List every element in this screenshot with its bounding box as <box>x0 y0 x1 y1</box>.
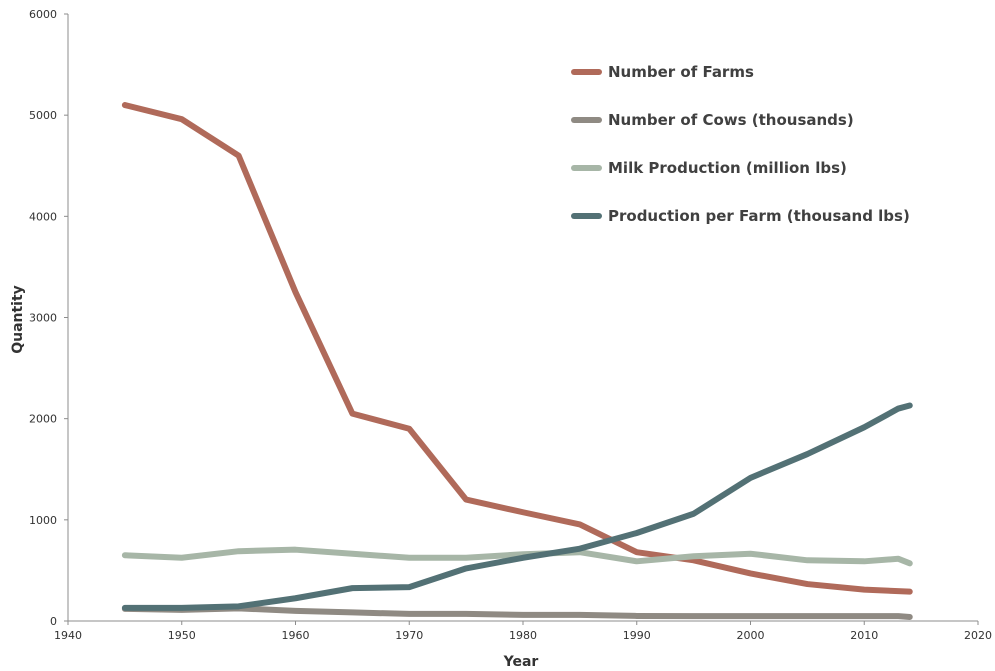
x-tick-label: 1990 <box>623 629 651 642</box>
y-tick-label: 6000 <box>29 8 57 21</box>
y-tick-label: 2000 <box>29 413 57 426</box>
y-tick-label: 5000 <box>29 109 57 122</box>
series-lines <box>121 102 913 620</box>
x-tick-label: 1960 <box>282 629 310 642</box>
legend-label-1: Number of Farms <box>608 63 754 81</box>
legend-label-4: Production per Farm (thousand lbs) <box>608 207 910 225</box>
y-tick-label: 4000 <box>29 210 57 223</box>
series-line-1 <box>121 102 913 595</box>
x-tick-label: 1970 <box>395 629 423 642</box>
x-axis-title: Year <box>503 654 539 670</box>
x-tick-label: 1980 <box>509 629 537 642</box>
y-tick-label: 1000 <box>29 514 57 527</box>
x-axis-ticks: 1940 1950 1960 1970 1980 1990 2000 2010 2020 <box>54 621 992 642</box>
legend-label-2: Number of Cows (thousands) <box>608 111 854 129</box>
series-line-2 <box>121 605 913 620</box>
y-axis-title: Quantity <box>10 285 26 354</box>
y-axis-ticks: 0 1000 2000 3000 4000 5000 6000 <box>29 8 68 628</box>
y-tick-label: 3000 <box>29 312 57 325</box>
y-tick-label: 0 <box>50 615 57 628</box>
x-tick-label: 1940 <box>54 629 82 642</box>
x-tick-label: 2010 <box>850 629 878 642</box>
legend: Number of Farms Number of Cows (thousands… <box>571 63 910 225</box>
x-tick-label: 2000 <box>737 629 765 642</box>
x-tick-label: 2020 <box>964 629 992 642</box>
series-line-4 <box>121 402 913 611</box>
x-tick-label: 1950 <box>168 629 196 642</box>
legend-label-3: Milk Production (million lbs) <box>608 159 847 177</box>
